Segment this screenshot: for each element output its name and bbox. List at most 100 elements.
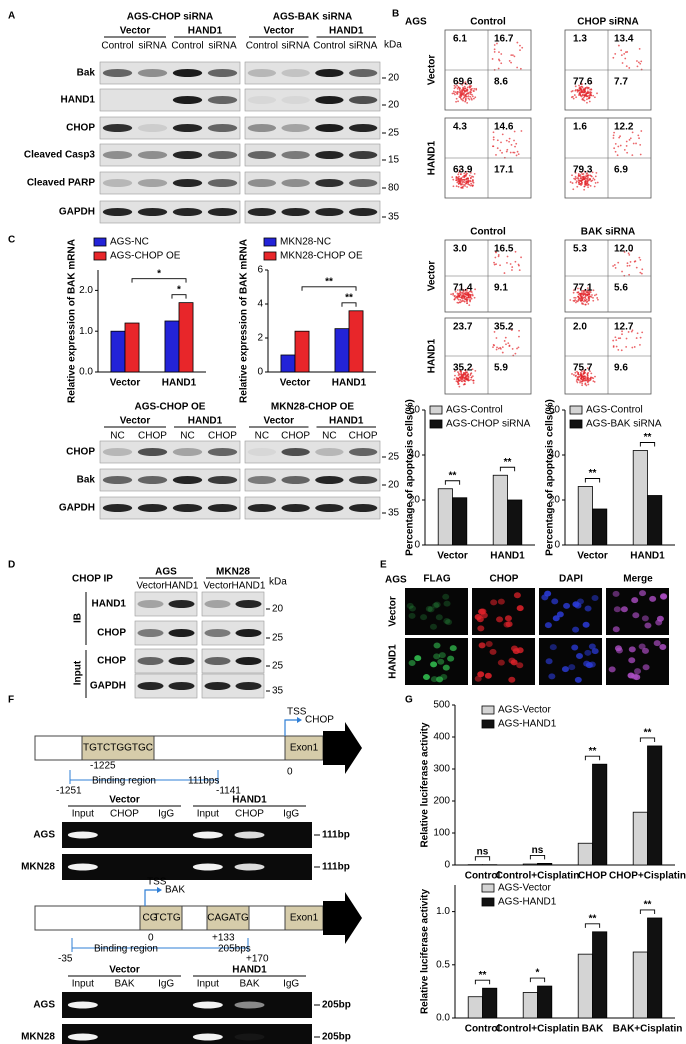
- flow-event: [515, 142, 518, 145]
- flow-event: [511, 348, 514, 350]
- x-tick-label: Vector: [577, 551, 608, 562]
- lane-label: Control: [101, 41, 133, 52]
- bar: [592, 508, 608, 546]
- significance-bracket: [444, 480, 461, 485]
- legend-label: AGS-CHOP siRNA: [446, 419, 531, 430]
- flow-event: [579, 378, 582, 380]
- blot-strip: [99, 116, 241, 140]
- flow-event: [579, 94, 582, 97]
- flow-event: [581, 179, 584, 181]
- blot-band: [235, 657, 262, 665]
- blot-strip: [244, 171, 381, 195]
- flow-event: [462, 374, 464, 377]
- flow-event: [508, 60, 511, 62]
- tss-label: TSS: [287, 707, 307, 718]
- x-tick-label: BAK: [582, 1024, 604, 1035]
- flow-event: [579, 371, 582, 374]
- flow-event: [464, 87, 467, 90]
- cell-nucleus: [477, 625, 485, 632]
- flow-event: [471, 175, 473, 178]
- cell-nucleus: [430, 661, 438, 668]
- blot-band: [348, 69, 378, 77]
- lane-label: Vector: [136, 581, 165, 592]
- flow-event: [613, 131, 616, 134]
- blot-band: [137, 179, 168, 187]
- blot-band: [315, 124, 344, 132]
- flow-event: [575, 181, 578, 184]
- cell-nucleus: [548, 673, 556, 680]
- flow-event: [504, 336, 507, 339]
- cell-nucleus: [659, 643, 667, 650]
- flow-event: [638, 47, 641, 50]
- flow-event: [457, 82, 460, 84]
- flow-event: [580, 376, 583, 379]
- lane-label: CHOP: [281, 431, 310, 442]
- flow-event: [612, 56, 615, 59]
- flow-event: [628, 254, 631, 256]
- blot-band: [348, 448, 378, 456]
- flow-event: [581, 176, 584, 178]
- quadrant-value: 6.9: [614, 165, 628, 176]
- blot-band: [137, 69, 168, 77]
- flow-event: [574, 371, 577, 374]
- row-label: MKN28: [21, 1032, 55, 1043]
- flow-event: [464, 289, 466, 292]
- bar: [452, 497, 468, 546]
- flow-event: [452, 293, 454, 296]
- marker-label: 35: [388, 508, 400, 519]
- flow-event: [614, 336, 617, 339]
- panel-letter: G: [405, 695, 413, 706]
- cell-nucleus: [474, 613, 482, 620]
- flow-event: [579, 180, 581, 182]
- flow-event: [519, 67, 522, 70]
- blot-strip: [99, 200, 241, 224]
- flow-event: [498, 58, 500, 61]
- flow-event: [617, 261, 620, 264]
- lane-label: CHOP: [208, 431, 237, 442]
- lane-label: CHOP: [138, 431, 167, 442]
- flow-event: [590, 174, 592, 177]
- flow-event: [455, 97, 458, 100]
- flow-event: [473, 90, 475, 92]
- flow-event: [462, 82, 465, 84]
- y-tick-label: 6: [257, 265, 263, 276]
- flow-event: [495, 154, 497, 156]
- flow-event: [619, 144, 622, 147]
- flow-event: [640, 130, 643, 132]
- quadrant-value: 35.2: [453, 363, 473, 374]
- motif-position: +133: [212, 933, 235, 944]
- flow-event: [587, 303, 590, 305]
- cell-nucleus: [510, 645, 518, 652]
- flow-event: [463, 181, 466, 184]
- flow-event: [469, 171, 472, 174]
- blot-band: [137, 448, 168, 456]
- significance-bracket: [584, 478, 601, 483]
- y-tick-label: 500: [433, 700, 450, 711]
- flow-event: [586, 381, 589, 383]
- flow-event: [466, 300, 469, 302]
- flow-event: [590, 372, 593, 375]
- exon-label: Exon1: [290, 743, 319, 754]
- y-axis-label: Relative luciferase activity: [420, 722, 431, 848]
- section-label: Input: [73, 660, 84, 685]
- flow-event: [575, 96, 578, 99]
- flow-event: [592, 377, 595, 380]
- blot-strip: [99, 88, 241, 112]
- blot-band: [247, 151, 277, 159]
- flow-event: [589, 94, 592, 97]
- flow-event: [458, 91, 461, 94]
- gel-band: [234, 1033, 265, 1041]
- quadrant-value: 79.3: [573, 165, 593, 176]
- flow-event: [583, 300, 585, 303]
- exon-box: [284, 905, 324, 931]
- flow-event: [624, 57, 627, 60]
- region-size: 111bps: [188, 776, 219, 787]
- flow-event: [460, 179, 463, 182]
- legend-label: AGS-Control: [446, 405, 503, 416]
- flow-event: [619, 135, 621, 138]
- quadrant-value: 1.3: [573, 34, 587, 45]
- blot-band: [207, 151, 238, 159]
- flow-event: [623, 149, 626, 151]
- bar: [647, 495, 663, 546]
- flow-event: [641, 268, 644, 271]
